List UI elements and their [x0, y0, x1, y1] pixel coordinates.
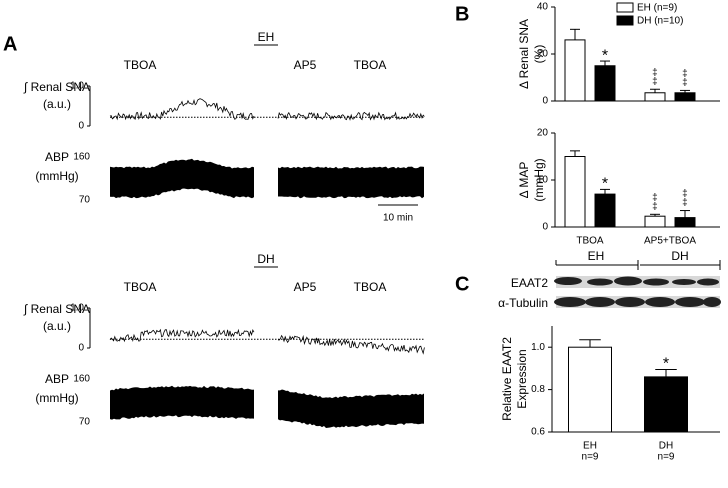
y-axis-label: Δ Renal SNA	[517, 19, 531, 89]
y-tick-label: 10	[537, 175, 549, 186]
tick-label: 1.0	[70, 303, 84, 314]
x-tick-label: AP5+TBOA	[644, 236, 696, 247]
legend-swatch	[616, 2, 634, 13]
bar	[674, 217, 696, 228]
axis-label: ∫ Renal SNA	[23, 302, 90, 316]
x-tick-label: EH	[583, 441, 597, 452]
axis-label: (mmHg)	[35, 391, 78, 405]
bar	[644, 376, 688, 433]
section-title: EH	[258, 30, 275, 44]
tick-label: 1.0	[70, 81, 84, 92]
bar	[568, 346, 612, 433]
marker-label: TBOA	[124, 280, 157, 294]
abp-trace	[110, 385, 254, 420]
sna-trace	[277, 334, 425, 355]
x-tick-label: DH	[659, 441, 673, 452]
marker-label: TBOA	[354, 280, 387, 294]
bar	[674, 92, 696, 102]
axis-label: (mmHg)	[35, 169, 78, 183]
section-title: DH	[257, 252, 274, 266]
sna-trace	[277, 111, 425, 121]
sna-trace	[109, 328, 255, 343]
y-tick-label: 0	[542, 222, 548, 233]
axis-label: ABP	[45, 372, 69, 386]
bar	[564, 39, 586, 102]
sna-trace	[109, 98, 255, 121]
marker-label: AP5	[294, 280, 317, 294]
western-blot	[554, 260, 721, 308]
abp-trace	[278, 389, 424, 428]
blot-row: EAAT2	[511, 276, 548, 290]
y-tick-label: 1.0	[531, 342, 545, 353]
marker-label: TBOA	[124, 58, 157, 72]
y-tick-label: 20	[537, 49, 549, 60]
tick-label: 160	[73, 374, 90, 385]
bar	[564, 156, 586, 228]
blot-group: DH	[671, 249, 688, 263]
bar	[644, 92, 666, 102]
legend-label: EH (n=9)	[637, 3, 677, 14]
tick-label: 0	[78, 121, 84, 132]
significance-mark: *	[602, 176, 608, 193]
tick-label: 70	[79, 195, 91, 206]
tick-label: 160	[73, 152, 90, 163]
marker-label: AP5	[294, 58, 317, 72]
y-tick-label: 0	[542, 96, 548, 107]
axis-label: (a.u.)	[43, 97, 71, 111]
bar	[594, 65, 616, 102]
tick-label: 0	[78, 343, 84, 354]
abp-trace	[110, 158, 254, 199]
panel-label: B	[455, 3, 469, 25]
y-tick-label: 0.8	[531, 384, 545, 395]
tick-label: 70	[79, 417, 91, 428]
axis-label: ∫ Renal SNA	[23, 80, 90, 94]
y-tick-label: 40	[537, 2, 549, 13]
axis-label: ABP	[45, 150, 69, 164]
blot-group: EH	[588, 249, 605, 263]
marker-label: TBOA	[354, 58, 387, 72]
x-tick-label: TBOA	[576, 236, 604, 247]
significance-mark: ‡‡	[649, 67, 660, 85]
bar	[594, 193, 616, 228]
significance-mark: *	[663, 356, 669, 373]
x-tick-sublabel: n=9	[658, 452, 675, 463]
y-axis-label: Δ MAP	[517, 162, 531, 199]
y-tick-label: 0.6	[531, 427, 545, 438]
panel-label: C	[455, 273, 469, 295]
significance-mark: ‡‡	[649, 192, 660, 210]
significance-mark: ‡‡	[679, 68, 690, 86]
y-axis-label: Relative EAAT2	[500, 337, 514, 421]
significance-mark: ‡‡	[679, 189, 690, 207]
y-axis-label: Expression	[515, 349, 529, 408]
blot-row: α-Tubulin	[498, 296, 548, 310]
significance-mark: *	[602, 47, 608, 64]
axis-label: (a.u.)	[43, 319, 71, 333]
y-tick-label: 20	[537, 128, 549, 139]
bar	[644, 215, 666, 228]
legend-swatch	[616, 15, 634, 26]
abp-trace	[278, 166, 424, 199]
y-axis-label: (mmHg)	[532, 158, 546, 201]
panel-label: A	[3, 33, 17, 55]
y-axis-label: (%)	[532, 45, 546, 64]
legend-label: DH (n=10)	[637, 16, 683, 27]
scale-bar-label: 10 min	[383, 213, 413, 224]
x-tick-sublabel: n=9	[582, 452, 599, 463]
